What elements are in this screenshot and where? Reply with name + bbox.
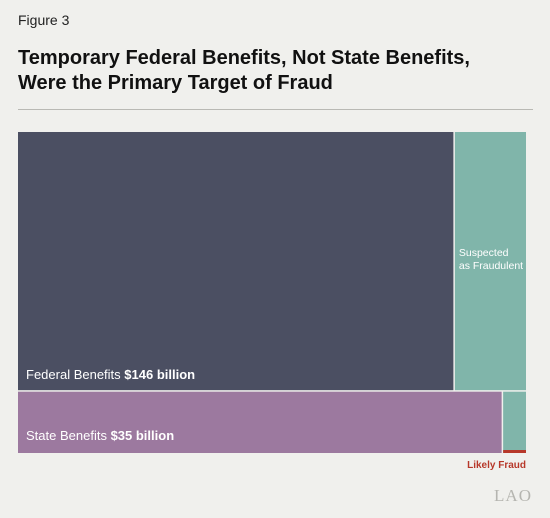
chart-title-line-2: Were the Primary Target of Fraud — [18, 72, 333, 94]
likely-fraud-label: Likely Fraud — [467, 460, 526, 471]
state-benefits-block — [18, 391, 502, 453]
chart-title-line-1: Temporary Federal Benefits, Not State Be… — [18, 47, 470, 69]
state-suspected-fraud-block — [503, 391, 526, 453]
federal-benefits-label: Federal Benefits $146 billion — [26, 367, 195, 382]
federal-benefits-block — [18, 132, 454, 391]
lao-logo: LAO — [494, 486, 532, 505]
title-divider — [18, 109, 533, 110]
state-benefits-label: State Benefits $35 billion — [26, 428, 174, 443]
figure-label: Figure 3 — [18, 12, 70, 28]
state-likely-fraud-block — [503, 450, 526, 453]
federal-suspected-fraud-block — [454, 132, 526, 391]
chart-title: Temporary Federal Benefits, Not State Be… — [18, 46, 533, 96]
suspected-fraud-label: Suspected as Fraudulent — [459, 247, 523, 272]
